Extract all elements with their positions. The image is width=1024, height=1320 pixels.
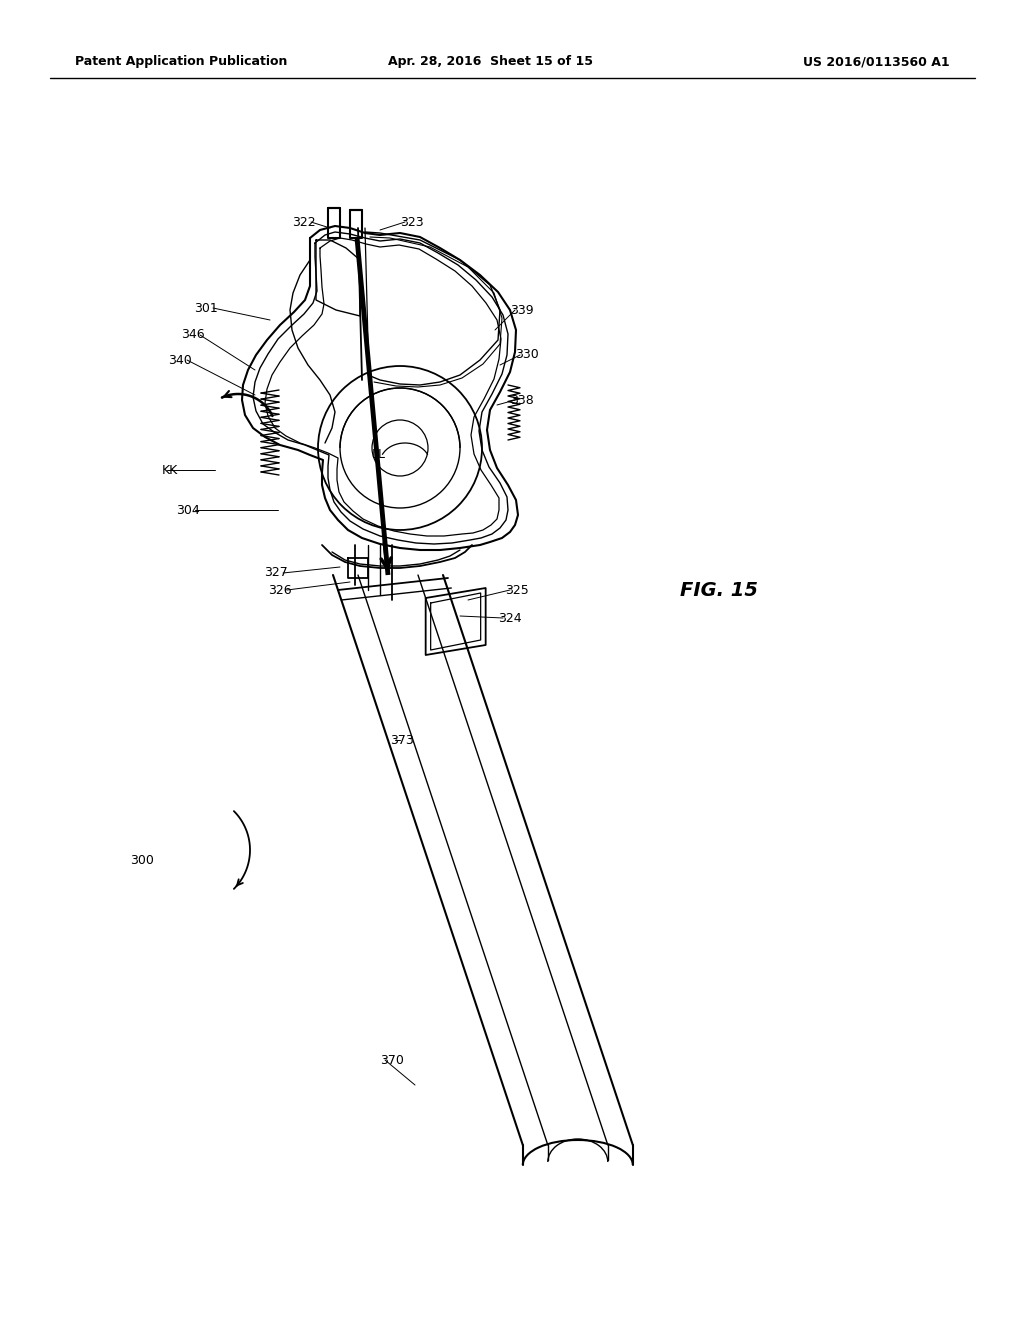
Text: 322: 322 <box>293 215 316 228</box>
Text: 324: 324 <box>498 611 521 624</box>
Text: Apr. 28, 2016  Sheet 15 of 15: Apr. 28, 2016 Sheet 15 of 15 <box>387 55 593 69</box>
Text: 323: 323 <box>400 215 424 228</box>
Text: 301: 301 <box>195 301 218 314</box>
Text: 304: 304 <box>176 503 200 516</box>
Text: 300: 300 <box>130 854 154 866</box>
Text: 338: 338 <box>510 393 534 407</box>
Text: 340: 340 <box>168 354 193 367</box>
Text: LL: LL <box>372 449 386 462</box>
Text: 325: 325 <box>505 583 528 597</box>
Text: US 2016/0113560 A1: US 2016/0113560 A1 <box>804 55 950 69</box>
Text: 330: 330 <box>515 348 539 362</box>
Text: FIG. 15: FIG. 15 <box>680 581 758 599</box>
Text: 326: 326 <box>268 583 292 597</box>
Text: 346: 346 <box>181 329 205 342</box>
Text: KK: KK <box>162 463 178 477</box>
Text: 373: 373 <box>390 734 414 747</box>
Text: 370: 370 <box>380 1053 403 1067</box>
Text: 339: 339 <box>510 304 534 317</box>
Text: Patent Application Publication: Patent Application Publication <box>75 55 288 69</box>
Text: 327: 327 <box>264 566 288 579</box>
